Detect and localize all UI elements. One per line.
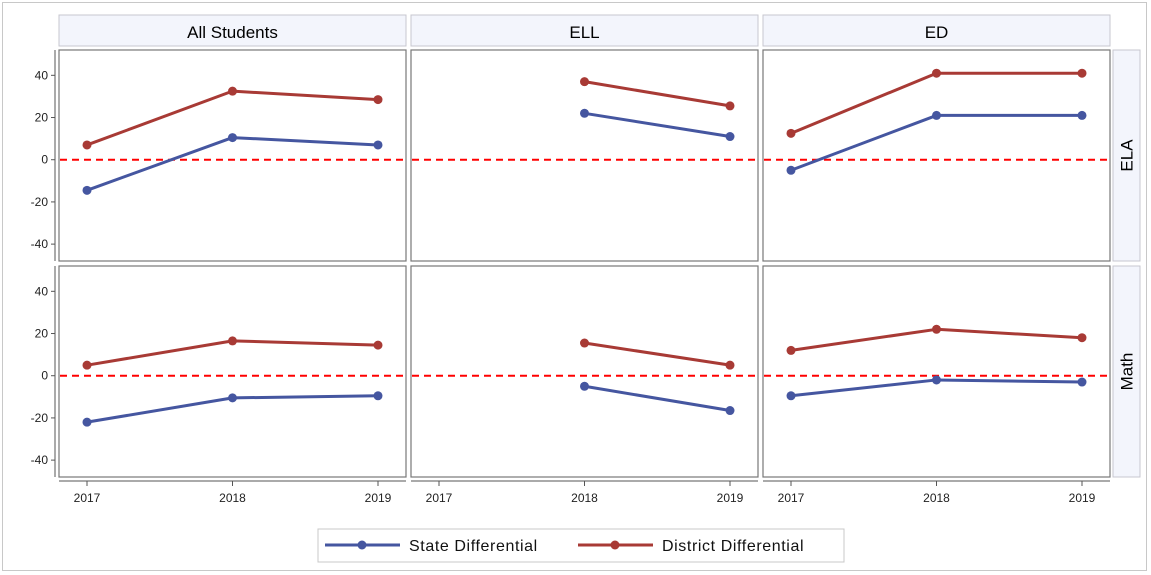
data-point-state-differential <box>786 165 796 175</box>
data-point-state-differential <box>1077 110 1087 120</box>
legend-marker <box>357 540 367 550</box>
row-header-label: Math <box>1118 353 1137 391</box>
x-tick-label: 2019 <box>717 491 744 505</box>
x-tick-label: 2018 <box>219 491 246 505</box>
data-point-state-differential <box>228 133 237 143</box>
data-point-state-differential <box>82 417 92 427</box>
panel-ela-all-students <box>58 49 407 262</box>
data-point-district-differential <box>82 360 92 370</box>
data-point-state-differential <box>373 391 383 401</box>
x-tick-label: 2017 <box>426 491 453 505</box>
data-point-district-differential <box>1077 333 1087 343</box>
column-header-ed <box>762 14 1111 47</box>
y-tick-label: -40 <box>31 237 49 251</box>
y-tick-label: 40 <box>35 284 49 298</box>
data-point-district-differential <box>580 338 589 348</box>
y-tick-label: 20 <box>35 111 49 125</box>
legend-marker <box>610 540 620 550</box>
x-tick-label: 2019 <box>1069 491 1096 505</box>
column-header-all-students <box>58 14 407 47</box>
y-tick-label: -40 <box>31 453 49 467</box>
column-header-ell <box>410 14 759 47</box>
y-tick-label: 0 <box>41 153 48 167</box>
x-tick-label: 2017 <box>74 491 101 505</box>
x-tick-label: 2018 <box>571 491 598 505</box>
row-header-ela <box>1112 49 1141 262</box>
y-tick-label: 40 <box>35 68 49 82</box>
data-point-district-differential <box>580 77 589 87</box>
data-point-district-differential <box>932 68 941 78</box>
panel-ela-ed <box>762 49 1111 262</box>
data-point-district-differential <box>373 95 383 105</box>
panel-math-all-students <box>58 265 407 478</box>
legend-label-district-differential: District Differential <box>662 538 804 555</box>
data-point-district-differential <box>228 336 237 346</box>
legend-label-state-differential: State Differential <box>409 538 538 555</box>
data-point-district-differential <box>228 86 237 96</box>
x-tick-label: 2018 <box>923 491 950 505</box>
row-header-math <box>1112 265 1141 478</box>
data-point-state-differential <box>82 185 92 195</box>
series-line-state-differential-ela-ell <box>584 111 731 138</box>
data-point-state-differential <box>1077 377 1087 387</box>
data-point-state-differential <box>228 393 237 403</box>
data-point-district-differential <box>932 324 941 334</box>
data-point-district-differential <box>82 140 92 150</box>
x-tick-label: 2019 <box>365 491 392 505</box>
data-point-district-differential <box>786 345 796 355</box>
series-line-state-differential-math-ell <box>584 384 731 413</box>
column-header-label: All Students <box>187 23 278 42</box>
data-point-state-differential <box>932 110 941 120</box>
data-point-state-differential <box>786 391 796 401</box>
row-header-label: ELA <box>1118 139 1137 172</box>
legend: State Differential District Differential <box>317 528 845 563</box>
y-tick-label: -20 <box>31 195 49 209</box>
data-point-district-differential <box>786 128 796 138</box>
series-line-district-differential-ela-ell <box>584 80 731 108</box>
data-point-state-differential <box>932 375 941 385</box>
y-tick-label: -20 <box>31 411 49 425</box>
panel-math-ell <box>410 265 759 478</box>
data-point-district-differential <box>1077 68 1087 78</box>
y-tick-label: 20 <box>35 327 49 341</box>
data-point-state-differential <box>725 406 735 416</box>
data-point-state-differential <box>373 140 383 150</box>
data-point-state-differential <box>725 132 735 142</box>
column-header-label: ELL <box>569 23 599 42</box>
data-point-district-differential <box>725 360 735 370</box>
series-line-district-differential-math-ell <box>584 341 731 367</box>
y-tick-label: 0 <box>41 369 48 383</box>
data-point-state-differential <box>580 381 589 391</box>
data-point-district-differential <box>373 340 383 350</box>
data-point-state-differential <box>580 108 589 118</box>
data-point-district-differential <box>725 101 735 111</box>
column-header-label: ED <box>925 23 949 42</box>
panel-math-ed <box>762 265 1111 478</box>
x-tick-label: 2017 <box>778 491 805 505</box>
